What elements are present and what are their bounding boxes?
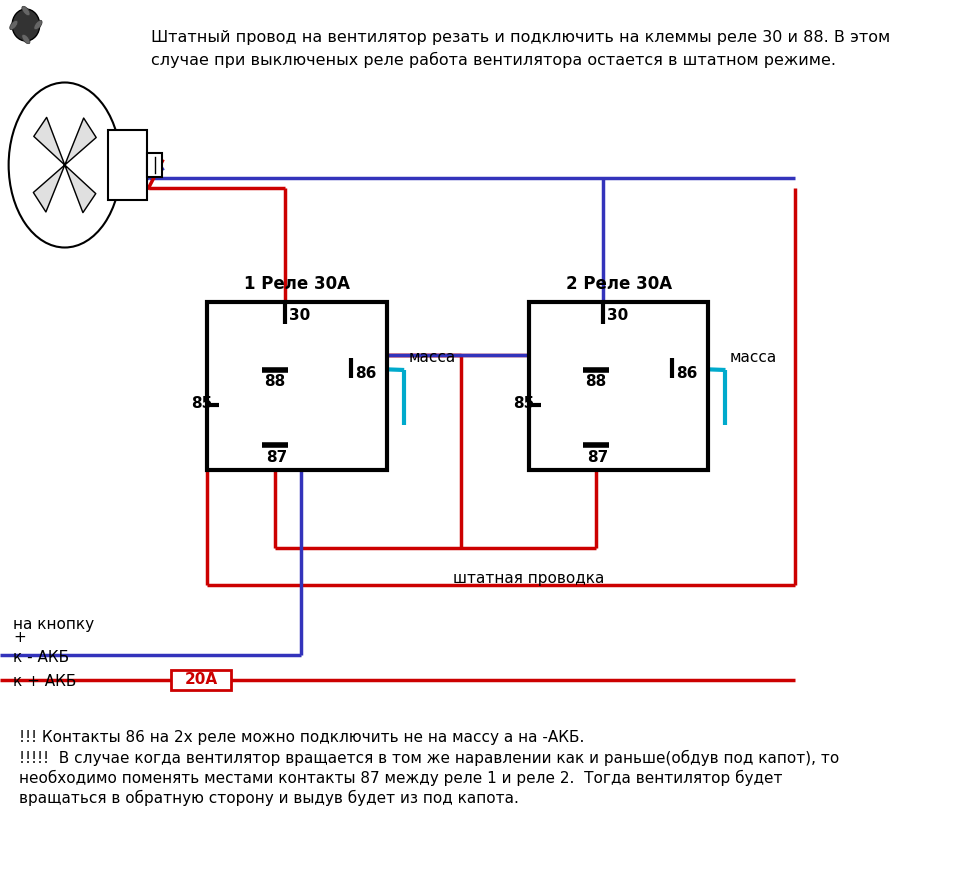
Text: 88: 88 xyxy=(264,375,285,389)
Text: 1 Реле 30А: 1 Реле 30А xyxy=(244,275,350,293)
Text: Штатный провод на вентилятор резать и подключить на клеммы реле 30 и 88. В этом: Штатный провод на вентилятор резать и по… xyxy=(151,30,890,45)
Text: штатная проводка: штатная проводка xyxy=(452,571,604,586)
Text: 88: 88 xyxy=(586,375,607,389)
Text: 2 Реле 30А: 2 Реле 30А xyxy=(565,275,672,293)
Text: 85: 85 xyxy=(191,396,212,412)
Text: необходимо поменять местами контакты 87 между реле 1 и реле 2.  Тогда вентилятор: необходимо поменять местами контакты 87 … xyxy=(19,770,782,786)
Ellipse shape xyxy=(22,34,30,43)
Text: 85: 85 xyxy=(513,396,535,412)
Bar xyxy=(207,302,387,470)
Polygon shape xyxy=(64,118,96,165)
Text: 30: 30 xyxy=(289,308,311,323)
Circle shape xyxy=(12,9,39,41)
Text: 87: 87 xyxy=(588,450,609,466)
Text: к - АКБ: к - АКБ xyxy=(12,649,69,665)
Text: к + АКБ: к + АКБ xyxy=(12,674,77,689)
Text: !!! Контакты 86 на 2х реле можно подключить не на массу а на -АКБ.: !!! Контакты 86 на 2х реле можно подключ… xyxy=(19,730,585,745)
Text: масса: масса xyxy=(730,350,777,366)
Text: масса: масса xyxy=(409,350,456,366)
Polygon shape xyxy=(34,165,64,212)
Bar xyxy=(529,302,708,470)
Bar xyxy=(171,670,231,690)
Text: +: + xyxy=(12,631,26,646)
Text: вращаться в обратную сторону и выдув будет из под капота.: вращаться в обратную сторону и выдув буд… xyxy=(19,790,518,806)
Text: 86: 86 xyxy=(355,366,376,381)
Text: 86: 86 xyxy=(676,366,698,381)
Text: 30: 30 xyxy=(607,308,629,323)
Polygon shape xyxy=(34,117,64,165)
Text: 87: 87 xyxy=(266,450,287,466)
Ellipse shape xyxy=(22,6,30,16)
Text: на кнопку: на кнопку xyxy=(12,618,94,633)
Bar xyxy=(147,153,162,177)
Polygon shape xyxy=(64,165,96,213)
Text: случае при выключеных реле работа вентилятора остается в штатном режиме.: случае при выключеных реле работа вентил… xyxy=(151,52,836,68)
Ellipse shape xyxy=(34,20,42,30)
Bar xyxy=(108,130,147,200)
Text: !!!!!  В случае когда вентилятор вращается в том же наравлении как и раньше(обду: !!!!! В случае когда вентилятор вращаетс… xyxy=(19,750,839,766)
Ellipse shape xyxy=(10,20,18,30)
Text: 20А: 20А xyxy=(184,673,218,687)
